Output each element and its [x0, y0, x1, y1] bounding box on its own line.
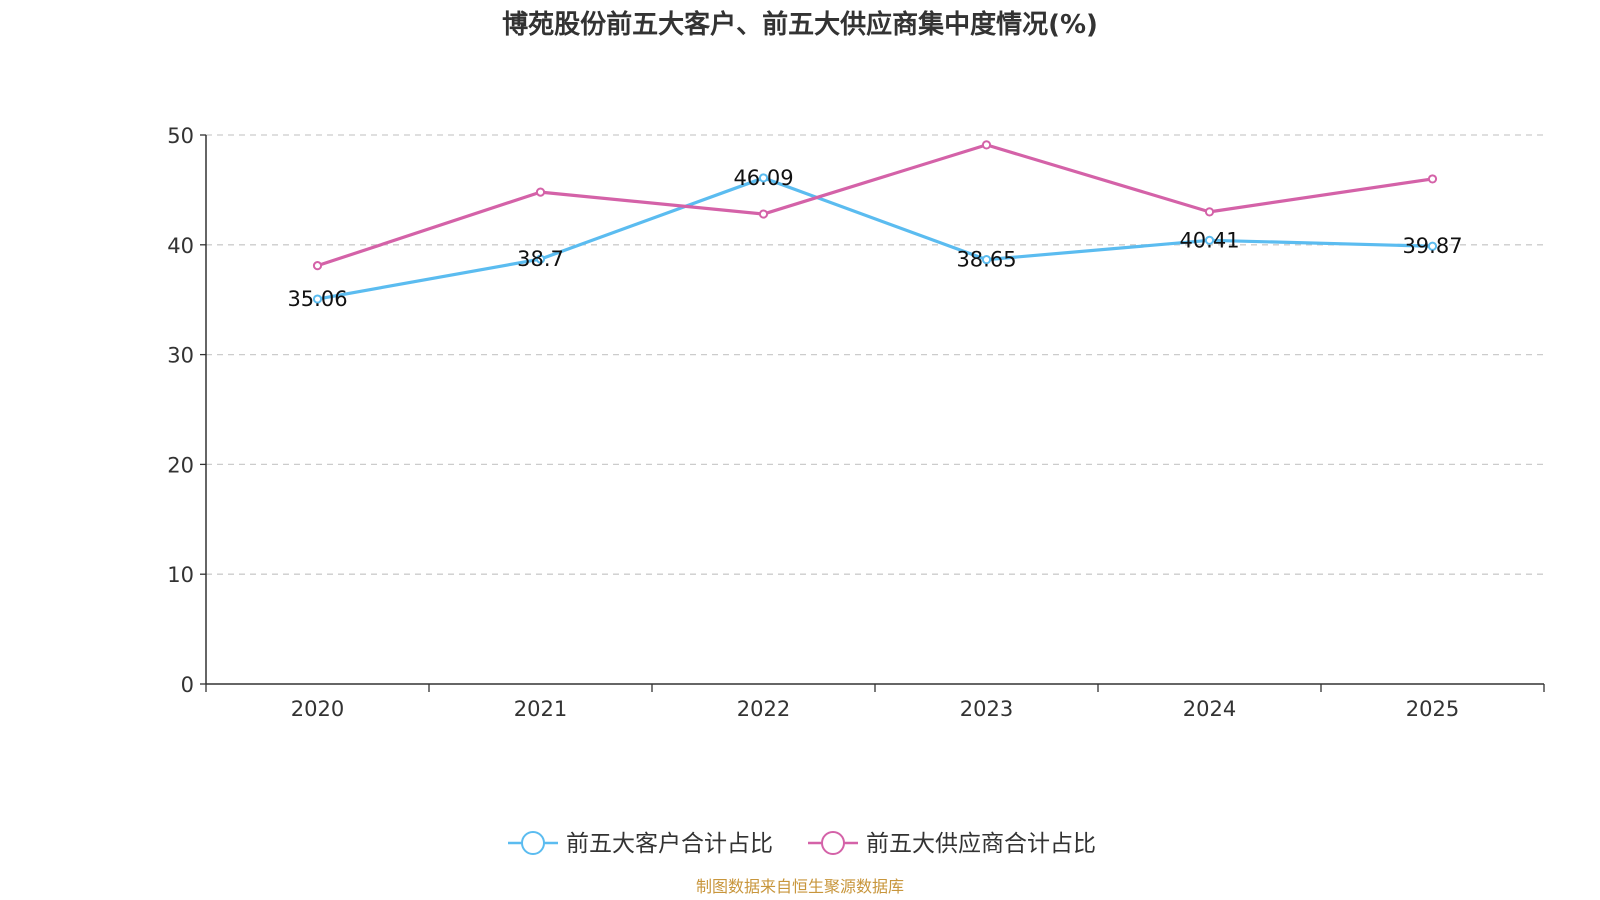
series-2-point	[981, 140, 992, 150]
series-2-point	[535, 187, 546, 197]
series-2-point	[1204, 207, 1215, 217]
axes: 0 10 20 30 40 50 2020 2021 2022 2023 2024 2025	[167, 124, 1545, 721]
x-tick-label: 2024	[1183, 697, 1236, 721]
series-group	[312, 140, 1438, 304]
data-label: 39.87	[1402, 234, 1462, 258]
x-tick-label: 2021	[514, 697, 567, 721]
series-2-point	[1427, 174, 1438, 184]
y-tick-label: 40	[167, 234, 194, 258]
y-tick-label: 0	[181, 673, 194, 697]
data-label: 38.65	[956, 248, 1016, 272]
y-tick-label: 10	[167, 563, 194, 587]
legend-marker	[521, 831, 545, 855]
y-tick-label: 30	[167, 344, 194, 368]
series-1-point	[981, 255, 992, 265]
y-tick-label: 20	[167, 453, 194, 477]
x-tick-label: 2022	[737, 697, 790, 721]
legend: 前五大客户合计占比 前五大供应商合计占比	[508, 831, 1096, 857]
legend-marker	[821, 831, 845, 855]
series-1-point	[1204, 235, 1215, 245]
series-2-point	[758, 209, 769, 219]
series-2-point	[312, 261, 323, 271]
data-label: 35.06	[287, 287, 347, 311]
data-label: 38.7	[517, 247, 564, 271]
chart-title: 博苑股份前五大客户、前五大供应商集中度情况(%)	[502, 9, 1098, 40]
series-1-point	[312, 294, 323, 304]
data-label: 40.41	[1179, 228, 1239, 252]
legend-label: 前五大供应商合计占比	[866, 831, 1096, 857]
series-line-2	[315, 143, 1435, 268]
grid	[206, 134, 1544, 575]
data-label: 46.09	[733, 166, 793, 190]
source-note: 制图数据来自恒生聚源数据库	[696, 877, 904, 896]
series-1-point	[1427, 241, 1438, 251]
data-labels: 35.06 38.7 46.09 38.65 40.41 39.87	[287, 166, 1462, 311]
y-tick-label: 50	[167, 124, 194, 148]
series-1-point	[535, 254, 546, 264]
x-tick-label: 2023	[960, 697, 1013, 721]
series-line-1	[315, 176, 1435, 301]
series-1-point	[758, 173, 769, 183]
x-tick-label: 2020	[291, 697, 344, 721]
legend-label: 前五大客户合计占比	[566, 831, 773, 857]
x-tick-label: 2025	[1406, 697, 1459, 721]
